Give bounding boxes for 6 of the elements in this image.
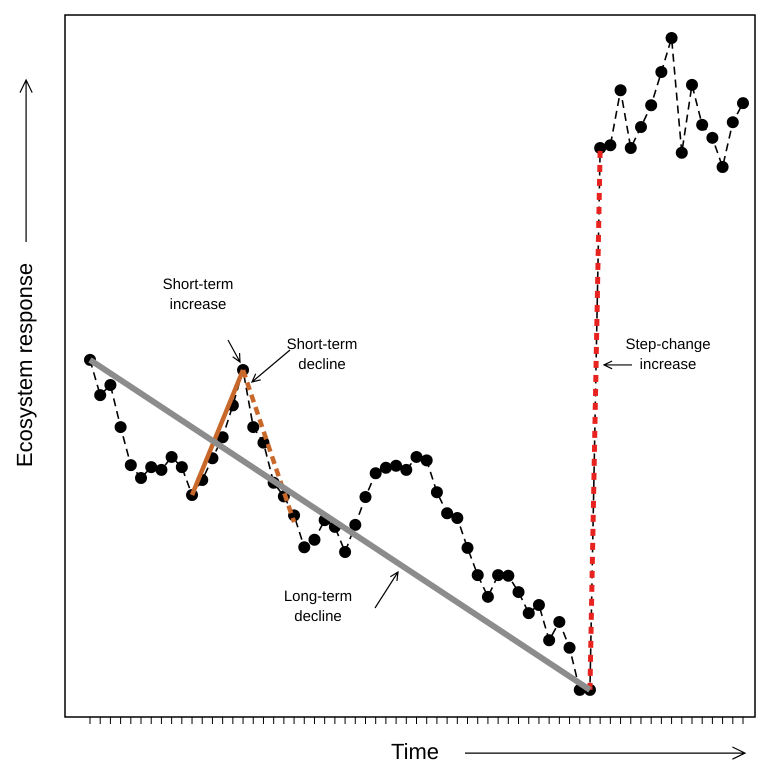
x-axis-title: Time	[390, 739, 440, 764]
annotation: Step-change increase	[625, 336, 711, 374]
annotation: Short-term decline	[286, 336, 358, 374]
annotation: Long-term decline	[284, 588, 352, 626]
annotation: Short-term increase	[162, 276, 234, 314]
y-axis-title: Ecosystem response	[12, 262, 38, 468]
